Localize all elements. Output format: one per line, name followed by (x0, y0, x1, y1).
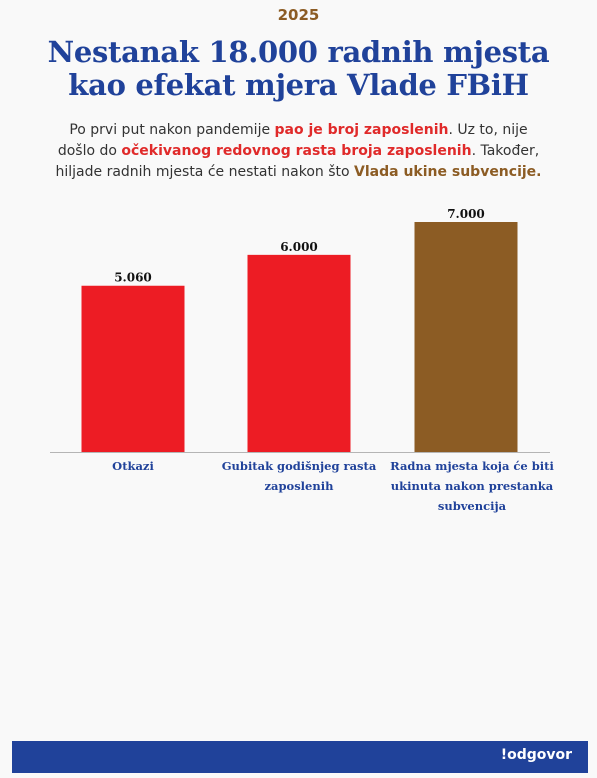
title-line-2: kao efekat mjera Vlade FBiH (68, 68, 529, 102)
subtitle-text: . Također, (471, 143, 540, 159)
x-tick-label-line: ukinuta nakon prestanka (390, 479, 554, 493)
bar-value-label: 7.000 (447, 207, 485, 221)
x-tick-label-line: Gubitak godišnjeg rasta (221, 459, 377, 473)
subtitle-text: došlo do (57, 143, 122, 159)
subtitle-text: Po prvi put nakon pandemije (69, 122, 275, 138)
footer-bar: !odgovor (12, 741, 588, 773)
subtitle-line-2: došlo do očekivanog redovnog rasta broja… (20, 141, 577, 162)
bar-value-label: 6.000 (280, 240, 318, 254)
subtitle-text: hiljade radnih mjesta će nestati nakon š… (55, 164, 355, 180)
subtitle-line-3: hiljade radnih mjesta će nestati nakon š… (20, 162, 577, 183)
bar (414, 222, 518, 452)
subtitle-text: . Uz to, nije (448, 122, 528, 138)
x-tick-label-line: subvencija (437, 499, 507, 513)
page-title: Nestanak 18.000 radnih mjesta kao efekat… (0, 36, 597, 102)
x-tick-label: Otkazi (45, 456, 221, 476)
subtitle-highlight: pao je broj zaposlenih (274, 122, 449, 138)
bar-value-label: 5.060 (114, 271, 152, 285)
x-tick-label-line: Otkazi (112, 459, 154, 473)
subtitle-highlight: Vlada ukine subvencije. (354, 164, 542, 180)
bar (81, 285, 185, 452)
x-tick-label-line: Radna mjesta koja će biti (390, 459, 554, 473)
subtitle: Po prvi put nakon pandemije pao je broj … (20, 120, 577, 183)
year-label: 2025 (277, 6, 320, 24)
brand-logo: !odgovor (500, 747, 572, 763)
bar (247, 254, 351, 452)
subtitle-highlight: očekivanog redovnog rasta broja zaposlen… (121, 143, 472, 159)
title-line-1: Nestanak 18.000 radnih mjesta (47, 35, 550, 69)
x-tick-label: Radna mjesta koja će biti ukinuta nakon p… (384, 456, 560, 516)
x-tick-label: Gubitak godišnjeg rasta zaposlenih (211, 456, 387, 496)
subtitle-line-1: Po prvi put nakon pandemije pao je broj … (20, 120, 577, 141)
x-tick-label-line: zaposlenih (264, 479, 334, 493)
bar-chart: 5.060 6.000 7.000 (50, 207, 550, 453)
